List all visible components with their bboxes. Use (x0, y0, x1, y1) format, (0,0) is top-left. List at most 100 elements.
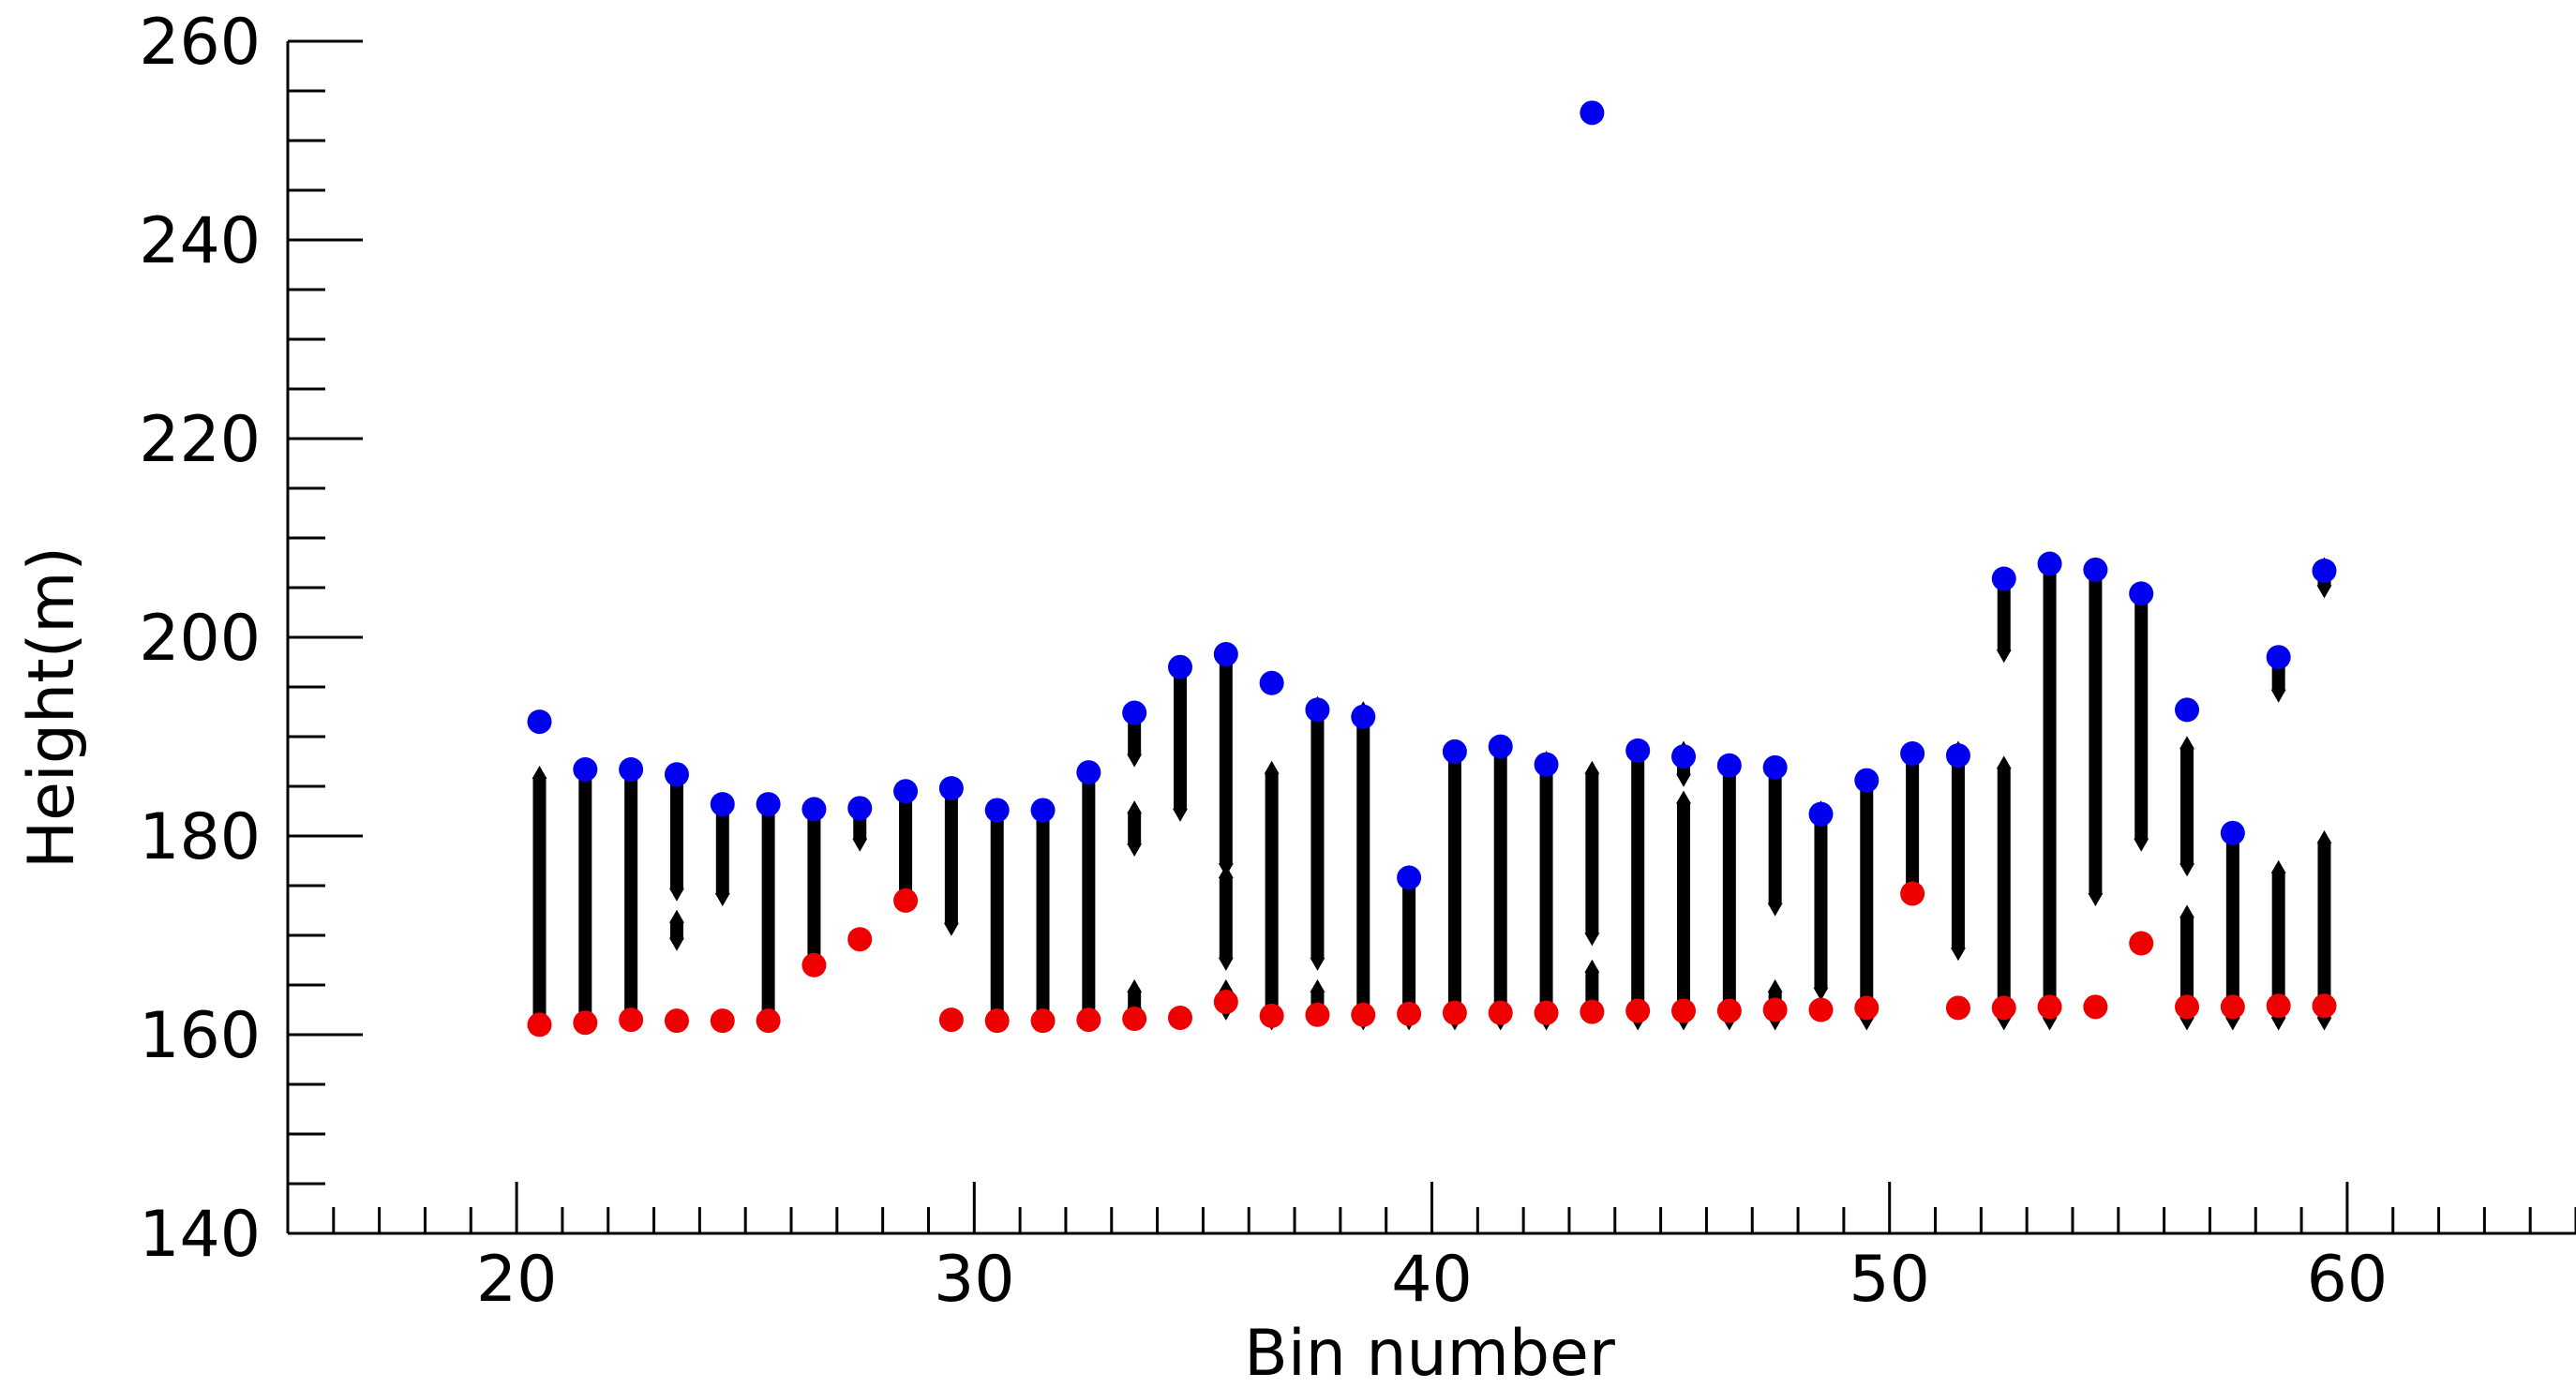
min-point (2220, 994, 2245, 1020)
sample-diamond-column (1951, 748, 1965, 954)
max-point (1991, 566, 2016, 591)
min-point (2037, 994, 2062, 1020)
min-point (1808, 997, 1834, 1022)
sample-diamond-marker (2270, 859, 2286, 873)
min-point (1762, 997, 1788, 1022)
max-point (1442, 739, 1467, 764)
max-point (2220, 820, 2245, 845)
sample-diamond-column (1585, 768, 1599, 939)
min-point (527, 1012, 552, 1037)
sample-diamond-marker (1859, 1017, 1875, 1031)
sample-diamond-column (944, 787, 958, 929)
sample-diamond-marker (2270, 689, 2286, 703)
sample-diamond-column (1219, 873, 1233, 963)
sample-diamond-column (1539, 758, 1553, 1023)
sample-diamond-column (990, 808, 1004, 1023)
max-point (847, 796, 873, 821)
max-point (1900, 741, 1925, 767)
max-point (1945, 743, 1970, 769)
sample-diamond-column (2225, 828, 2239, 1023)
sample-diamond-column (1677, 798, 1691, 1023)
min-point (664, 1008, 689, 1034)
min-point (1259, 1003, 1284, 1028)
sample-diamond-marker (1310, 957, 1325, 971)
x-tick-label: 20 (476, 1243, 558, 1317)
sample-diamond-marker (1996, 1017, 2012, 1031)
sample-diamond-column (1265, 768, 1279, 1023)
sample-diamond-marker (943, 922, 959, 936)
x-tick-label: 50 (1849, 1243, 1930, 1317)
min-point (1991, 995, 2016, 1021)
max-point (2266, 645, 2291, 670)
sample-diamond-marker (2088, 893, 2104, 906)
sample-diamond-marker (1218, 978, 1234, 992)
max-markers-layer (527, 100, 2337, 890)
max-point (1716, 753, 1742, 778)
max-point (619, 756, 644, 782)
sample-diamond-marker (2179, 1017, 2195, 1031)
sample-diamond-column (1493, 743, 1507, 1023)
sample-diamond-column (1814, 808, 1828, 993)
max-point (1030, 798, 1056, 823)
sample-diamond-marker (2179, 863, 2195, 877)
sample-diamond-marker (668, 888, 684, 902)
max-point (2312, 558, 2337, 583)
sample-diamond-column (2180, 743, 2194, 870)
y-tick-label: 260 (139, 6, 261, 80)
sample-diamond-marker (1584, 959, 1600, 973)
y-tick-label: 160 (139, 999, 261, 1073)
max-point (1167, 654, 1192, 679)
min-point (847, 927, 873, 952)
y-tick-label: 240 (139, 204, 261, 278)
min-point (1442, 1000, 1467, 1025)
sample-diamond-marker (2179, 904, 2195, 918)
max-point (2175, 697, 2200, 723)
sample-diamond-column (578, 768, 592, 1023)
min-point (1213, 990, 1238, 1015)
sample-diamond-marker (668, 937, 684, 951)
min-point (1122, 1007, 1147, 1032)
max-point (1488, 734, 1513, 759)
max-point (710, 792, 735, 817)
min-point (619, 1007, 644, 1033)
sample-diamond-marker (1767, 903, 1783, 917)
min-point (1716, 998, 1742, 1023)
sample-diamond-column (2089, 564, 2103, 899)
sample-diamond-column (1722, 763, 1736, 1023)
sample-diamond-column (1860, 778, 1874, 1023)
min-point (1625, 998, 1651, 1023)
sample-diamond-marker (2316, 585, 2332, 599)
sample-diamond-marker (2316, 1017, 2332, 1031)
sample-diamond-marker (1310, 978, 1325, 992)
max-point (938, 776, 964, 801)
x-tick-label: 60 (2307, 1243, 2389, 1317)
sample-diamond-column (2317, 837, 2331, 1023)
sample-diamond-column (624, 768, 638, 1023)
sample-diamond-marker (1127, 843, 1143, 857)
sample-diamond-column (1906, 748, 1920, 894)
sample-diamond-column (1310, 703, 1325, 963)
max-point (801, 797, 827, 822)
sample-diamond-column (1447, 748, 1461, 1023)
min-point (573, 1010, 598, 1036)
sample-diamond-column (899, 793, 913, 899)
sample-diamond-marker (1127, 978, 1143, 992)
max-point (756, 792, 781, 817)
min-point (1030, 1008, 1056, 1034)
max-point (1808, 801, 1834, 827)
min-point (1900, 881, 1925, 906)
max-point (1076, 760, 1101, 785)
axes: 140 160 180 200 220 240 260 20 30 40 50 60 (139, 6, 2576, 1317)
min-point (2266, 993, 2291, 1019)
sample-diamond-marker (668, 909, 684, 923)
sample-diamond-marker (852, 838, 868, 852)
min-point (710, 1008, 735, 1034)
sample-diamond-marker (1676, 773, 1692, 787)
min-point (756, 1008, 781, 1034)
sample-diamond-column (2271, 867, 2285, 1023)
max-point (1305, 697, 1330, 723)
max-point (664, 762, 689, 787)
sample-diamond-marker (2134, 838, 2149, 852)
sample-diamond-column (1356, 709, 1370, 1023)
